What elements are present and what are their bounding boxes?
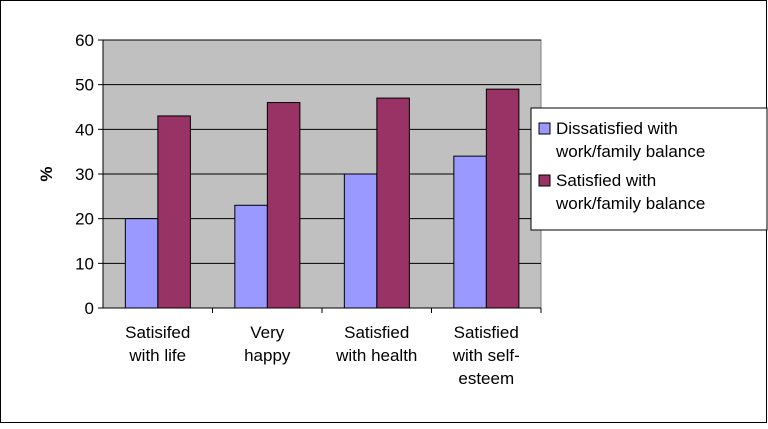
x-tick-label: Satisfied with health [335,323,417,365]
bars [124,88,520,309]
y-tick-label: 50 [75,76,94,95]
bar-satisfied [157,115,191,309]
x-tick-label: Satisfied with self-esteem [452,323,520,388]
y-tick-label: 10 [75,254,94,273]
bar-satisfied [376,97,410,309]
x-tick-label: Very happy [244,323,291,365]
legend-swatch [538,122,551,135]
x-tick-label: Satisifed with life [125,323,190,365]
y-axis-label: % [37,166,56,181]
axes: 0 10 20 30 40 50 60 Satisifed with life Very happy… [75,31,542,388]
y-tick-label: 40 [75,120,94,139]
bar-dissatisfied [234,204,268,309]
legend-swatch [538,174,551,187]
y-tick-label: 60 [75,31,94,50]
legend-items: Dissatisfied with work/family balance Sati… [538,119,705,213]
bar-dissatisfied [124,218,159,309]
bar-satisfied [485,88,520,309]
y-tick-label: 20 [75,210,94,229]
legend-box [530,107,768,231]
legend: Dissatisfied with work/family balance Sati… [530,107,768,231]
bar-dissatisfied [343,173,378,309]
y-tick-label: 30 [75,165,94,184]
legend-label: Dissatisfied with work/family balance [555,119,705,161]
bar-satisfied [266,102,301,309]
y-tick-label: 0 [85,299,94,318]
bar-dissatisfied [453,155,487,309]
legend-label: Satisfied with work/family balance [555,171,705,213]
